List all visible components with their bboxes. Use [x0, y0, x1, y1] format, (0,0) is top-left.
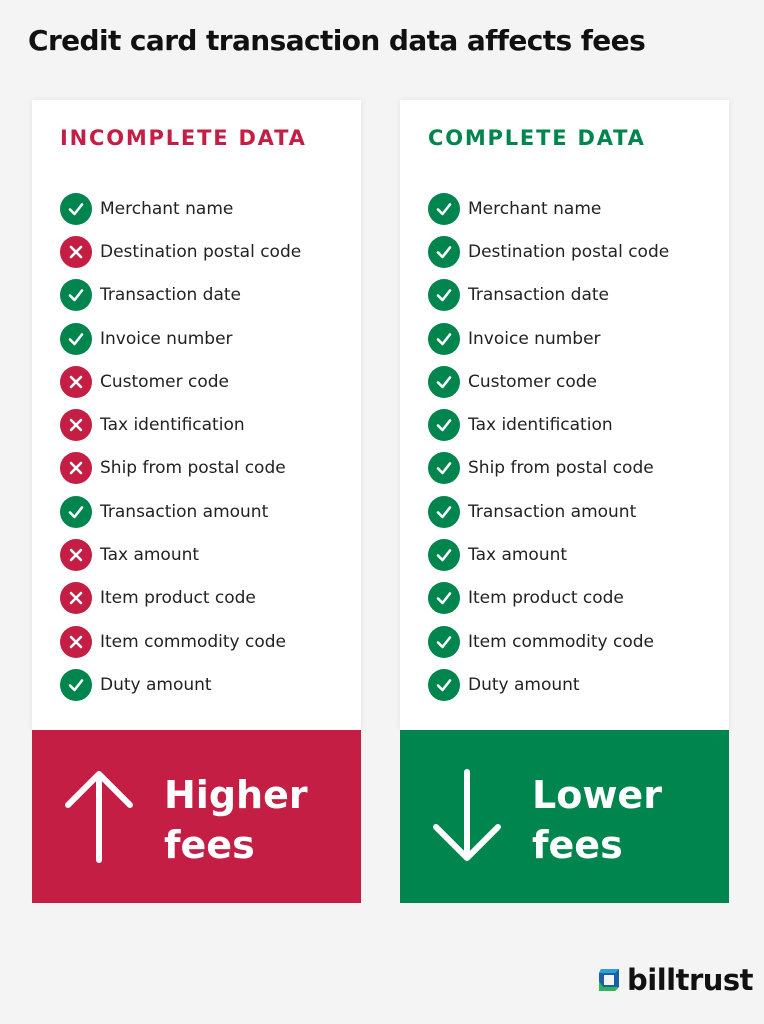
complete-list: Merchant name Destination postal code Tran… [428, 187, 669, 707]
x-icon [60, 582, 92, 615]
list-item: Customer code [60, 360, 301, 403]
list-item: Transaction amount [428, 490, 669, 533]
list-item: Duty amount [428, 663, 669, 706]
check-icon [428, 192, 460, 225]
complete-heading: COMPLETE DATA [428, 126, 646, 150]
arrow-up-icon [65, 771, 133, 863]
item-label: Tax identification [468, 415, 613, 436]
item-label: Tax identification [100, 415, 245, 436]
item-label: Item product code [100, 588, 256, 609]
result-line2: fees [532, 823, 623, 867]
check-icon [428, 279, 460, 312]
higher-fees-panel: Higher fees [32, 730, 361, 903]
check-icon [428, 452, 460, 485]
check-icon [428, 625, 460, 658]
check-icon [60, 495, 92, 528]
arrow-down-icon [433, 769, 501, 861]
list-item: Tax amount [428, 533, 669, 576]
list-item: Invoice number [60, 317, 301, 360]
check-icon [60, 322, 92, 355]
item-label: Transaction amount [100, 501, 269, 522]
list-item: Ship from postal code [60, 447, 301, 490]
item-label: Transaction amount [468, 501, 637, 522]
check-icon [60, 192, 92, 225]
result-line1: Lower [532, 773, 662, 817]
billtrust-logo: billtrust [597, 963, 754, 997]
item-label: Tax amount [468, 545, 568, 566]
item-label: Item commodity code [468, 631, 655, 652]
item-label: Ship from postal code [468, 458, 654, 479]
list-item: Tax amount [60, 533, 301, 576]
result-line1: Higher [164, 773, 308, 817]
item-label: Destination postal code [468, 241, 670, 262]
item-label: Transaction date [468, 285, 609, 306]
list-item: Merchant name [60, 187, 301, 230]
item-label: Item product code [468, 588, 624, 609]
page-title: Credit card transaction data affects fee… [28, 24, 646, 57]
complete-data-card: COMPLETE DATA Merchant name Destination p… [400, 100, 729, 730]
list-item: Item product code [60, 577, 301, 620]
list-item: Destination postal code [428, 230, 669, 273]
item-label: Tax amount [100, 545, 200, 566]
check-icon [428, 495, 460, 528]
item-label: Customer code [100, 371, 229, 392]
x-icon [60, 625, 92, 658]
item-label: Transaction date [100, 285, 241, 306]
check-icon [428, 668, 460, 701]
list-item: Transaction date [60, 274, 301, 317]
item-label: Ship from postal code [100, 458, 286, 479]
check-icon [60, 668, 92, 701]
check-icon [428, 235, 460, 268]
x-icon [60, 365, 92, 398]
list-item: Tax identification [60, 403, 301, 446]
list-item: Transaction date [428, 274, 669, 317]
incomplete-heading: INCOMPLETE DATA [60, 126, 307, 150]
item-label: Merchant name [468, 198, 602, 219]
list-item: Tax identification [428, 403, 669, 446]
item-label: Duty amount [468, 674, 580, 695]
list-item: Customer code [428, 360, 669, 403]
incomplete-list: Merchant name Destination postal code Tran… [60, 187, 301, 707]
item-label: Customer code [468, 371, 597, 392]
billtrust-logo-mark-icon [599, 969, 619, 991]
list-item: Item commodity code [428, 620, 669, 663]
x-icon [60, 452, 92, 485]
list-item: Destination postal code [60, 230, 301, 273]
list-item: Invoice number [428, 317, 669, 360]
check-icon [60, 279, 92, 312]
list-item: Item commodity code [60, 620, 301, 663]
check-icon [428, 539, 460, 572]
logo-text: billtrust [627, 963, 754, 997]
list-item: Transaction amount [60, 490, 301, 533]
x-icon [60, 235, 92, 268]
item-label: Duty amount [100, 674, 212, 695]
check-icon [428, 409, 460, 442]
item-label: Item commodity code [100, 631, 287, 652]
list-item: Item product code [428, 577, 669, 620]
lower-fees-panel: Lower fees [400, 730, 729, 903]
item-label: Destination postal code [100, 241, 302, 262]
check-icon [428, 322, 460, 355]
incomplete-data-card: INCOMPLETE DATA Merchant name Destination… [32, 100, 361, 730]
item-label: Invoice number [468, 328, 601, 349]
list-item: Duty amount [60, 663, 301, 706]
item-label: Merchant name [100, 198, 234, 219]
list-item: Merchant name [428, 187, 669, 230]
check-icon [428, 365, 460, 398]
check-icon [428, 582, 460, 615]
result-line2: fees [164, 823, 255, 867]
x-icon [60, 539, 92, 572]
list-item: Ship from postal code [428, 447, 669, 490]
item-label: Invoice number [100, 328, 233, 349]
x-icon [60, 409, 92, 442]
